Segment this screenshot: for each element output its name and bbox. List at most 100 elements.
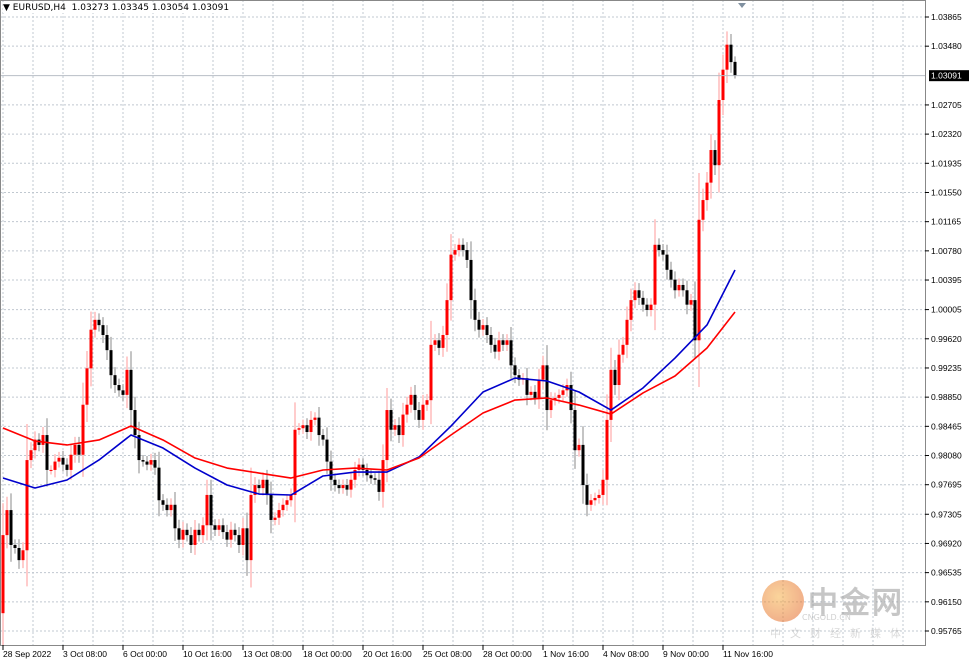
candle-bear [485, 325, 489, 335]
current-price-label: 1.03091 [931, 71, 962, 81]
candle-bear [65, 464, 69, 470]
candle-bear [637, 290, 641, 298]
candle-bull [57, 457, 61, 462]
candle-bull [505, 340, 509, 345]
price-tick-label: 1.01935 [931, 158, 962, 168]
candle-bull [125, 369, 129, 395]
candle-bear [325, 439, 329, 462]
candle-bear [413, 394, 417, 411]
moving-average-red [2, 311, 736, 479]
price-tick-label: 0.95765 [931, 626, 962, 636]
candle-bear [569, 385, 573, 411]
price-tick-label: 0.98850 [931, 392, 962, 402]
logo-emblem-icon [762, 580, 804, 622]
candle-bear [61, 457, 65, 465]
candle-bull [293, 429, 297, 495]
candle-bear [417, 410, 421, 420]
candle-bull [73, 444, 77, 455]
candle-bull [577, 444, 581, 451]
watermark-logo: 中金网 CNGOLD.CN 中文财经新媒体 [758, 578, 918, 640]
candle-bear [245, 528, 249, 561]
price-tick-label: 0.96535 [931, 568, 962, 578]
candle-bear [573, 410, 577, 451]
candle-bear [13, 544, 17, 548]
candle-bull [273, 517, 277, 520]
chart-shift-marker-icon[interactable] [738, 3, 746, 8]
candles [1, 31, 737, 646]
candle-bull [81, 404, 85, 455]
candle-bull [605, 419, 609, 480]
candle-bear [581, 444, 585, 486]
logo-tagline: 中文财经新媒体 [770, 627, 910, 640]
candle-bull [497, 340, 501, 352]
candle-bear [681, 284, 685, 291]
time-tick-label: 28 Oct 00:00 [483, 649, 532, 659]
candle-bear [97, 319, 101, 326]
candle-bear [489, 334, 493, 345]
candle-bear [397, 425, 401, 436]
candle-bull [253, 485, 257, 495]
time-tick-label: 3 Oct 08:00 [63, 649, 107, 659]
candle-bull [601, 479, 605, 495]
dropdown-triangle-icon[interactable]: ▼ [3, 3, 13, 13]
candle-bull [229, 529, 233, 540]
candle-bull [53, 461, 57, 470]
candle-bear [105, 334, 109, 351]
price-tick-label: 0.97305 [931, 509, 962, 519]
candle-bear [145, 461, 149, 465]
candle-bear [369, 475, 373, 479]
candle-bear [133, 410, 137, 436]
candle-bull [633, 290, 637, 301]
candle-bull [1, 535, 5, 614]
time-tick-label: 9 Nov 00:00 [663, 649, 709, 659]
candle-bear [665, 254, 669, 270]
candle-bull [449, 254, 453, 301]
candle-bull [625, 319, 629, 345]
chart-header: ▼ EURUSD,H4 1.03273 1.03345 1.03054 1.03… [3, 3, 230, 13]
candle-bear [513, 365, 517, 376]
candle-bear [641, 297, 645, 305]
time-axis[interactable]: 28 Sep 2022 3 Oct 08:00 6 Oct 00:00 10 Oct … [2, 645, 773, 659]
time-tick-label: 1 Nov 16:00 [543, 649, 589, 659]
time-tick-label: 28 Sep 2022 [3, 649, 51, 659]
time-tick-label: 4 Nov 08:00 [603, 649, 649, 659]
candle-bear [517, 375, 521, 380]
price-tick-label: 1.01550 [931, 187, 962, 197]
candle-bear [361, 464, 365, 470]
candle-bear [305, 425, 309, 433]
candle-bear [225, 532, 229, 540]
current-price-label-box [929, 70, 969, 82]
logo-text: 中金网 [808, 586, 904, 621]
candle-bull [309, 419, 313, 433]
price-tick-label: 0.99620 [931, 334, 962, 344]
candle-bull [5, 510, 9, 536]
candle-bear [233, 529, 237, 536]
candle-bull [277, 510, 281, 518]
price-tick-label: 1.01165 [931, 217, 961, 227]
candle-bull [677, 284, 681, 291]
candle-bull [717, 100, 721, 166]
price-tick-label: 1.02705 [931, 100, 962, 110]
candle-bear [45, 435, 49, 470]
logo-domain: CNGOLD.CN [802, 613, 851, 622]
candle-bull [481, 325, 485, 330]
candle-bull [301, 425, 305, 429]
candle-bull [69, 454, 73, 470]
candle-bear [545, 365, 549, 411]
candle-bull [609, 369, 613, 420]
candle-bull [313, 417, 317, 420]
candle-bear [237, 535, 241, 545]
candle-bear [221, 525, 225, 533]
candle-bear [713, 150, 717, 166]
candle-bull [589, 500, 593, 505]
time-tick-label: 10 Oct 16:00 [183, 649, 232, 659]
candle-bull [709, 150, 713, 183]
price-axis[interactable]: 1.03865 1.03480 1.02705 1.02320 1.01935 1.015… [925, 12, 962, 636]
candle-bull [357, 464, 361, 470]
price-tick-label: 1.03480 [931, 41, 962, 51]
candle-bear [657, 244, 661, 251]
candle-bull [457, 244, 461, 251]
candle-bull [549, 400, 553, 411]
candle-bull [89, 329, 93, 369]
